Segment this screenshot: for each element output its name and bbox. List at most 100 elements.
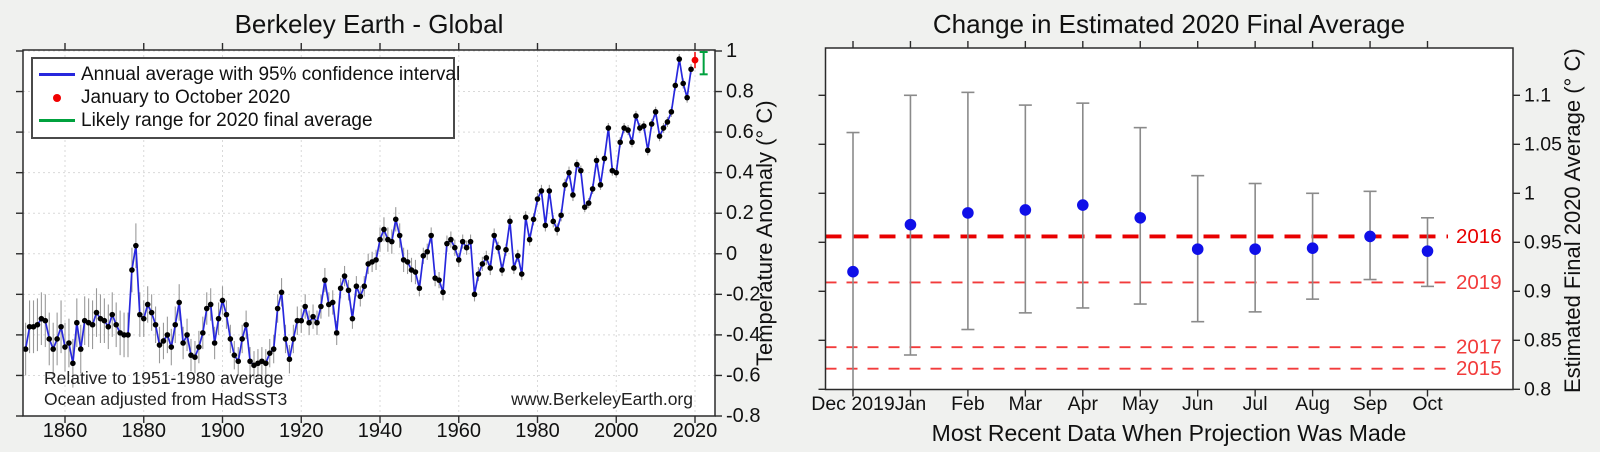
annual-data-point	[168, 344, 175, 350]
annual-data-point	[235, 358, 242, 365]
annual-data-point	[420, 253, 427, 259]
annual-data-point	[34, 321, 41, 328]
ocean-adjustment-note: Ocean adjusted from HadSST3	[44, 389, 288, 409]
annual-data-point	[172, 321, 179, 328]
annual-data-point	[424, 248, 431, 255]
annual-data-point	[270, 346, 277, 352]
annual-data-point	[538, 188, 545, 194]
annual-data-point	[688, 66, 694, 73]
annual-data-point	[542, 222, 549, 229]
2020-partial-point	[691, 56, 699, 64]
annual-data-point	[58, 323, 64, 330]
annual-data-point	[322, 277, 328, 283]
annual-data-point	[184, 332, 190, 338]
left-chart-title: Berkeley Earth - Global	[234, 9, 504, 39]
tick-label: 1940	[358, 420, 403, 442]
tick-label: Dec 2019	[811, 393, 894, 415]
legend-entry-likely-range: Likely range for 2020 final average	[33, 109, 453, 132]
projection-point	[1077, 199, 1089, 211]
tick-label: 0.95	[1524, 231, 1562, 253]
annual-data-point	[22, 346, 29, 352]
annual-data-point	[357, 293, 364, 300]
annual-data-point	[77, 346, 84, 352]
annual-data-point	[664, 119, 671, 125]
projection-point	[962, 207, 974, 219]
annual-data-point	[644, 147, 651, 154]
annual-data-point	[558, 212, 564, 219]
annual-data-point	[499, 267, 505, 273]
annual-data-point	[467, 238, 474, 245]
tick-label: Sep	[1353, 393, 1388, 415]
annual-data-point	[479, 261, 486, 267]
annual-data-point	[192, 354, 198, 360]
annual-data-point	[463, 244, 470, 251]
annual-data-point	[396, 232, 403, 239]
annual-data-point	[684, 94, 690, 101]
annual-data-point	[436, 277, 442, 283]
annual-data-point	[93, 309, 100, 316]
annual-data-point	[483, 255, 490, 261]
annual-data-point	[581, 204, 588, 210]
annual-data-point	[593, 157, 600, 164]
annual-data-point	[231, 352, 238, 358]
annual-data-point	[125, 332, 131, 338]
reference-line-label: 2019	[1456, 271, 1502, 294]
annual-data-point	[353, 283, 360, 290]
annual-data-point	[286, 356, 293, 363]
annual-data-point	[613, 169, 620, 176]
annual-data-point	[534, 196, 541, 202]
annual-data-point	[566, 169, 572, 176]
annual-data-point	[452, 244, 458, 251]
annual-data-point	[412, 269, 419, 275]
right-plot-frame	[824, 47, 1514, 391]
annual-data-point	[239, 336, 245, 342]
tick-label: 1860	[43, 420, 88, 442]
legend-entry-label: January to October 2020	[81, 86, 291, 108]
annual-data-point	[223, 311, 230, 318]
annual-data-point	[278, 289, 285, 296]
annual-data-point	[266, 350, 273, 356]
annual-data-point	[491, 232, 497, 239]
annual-data-point	[404, 259, 411, 265]
annual-data-point	[377, 236, 383, 243]
annual-data-point	[140, 315, 147, 322]
annual-data-point	[550, 218, 557, 225]
annual-data-point	[475, 271, 482, 277]
annual-data-point	[487, 265, 494, 271]
annual-data-point	[562, 182, 568, 188]
left-plot-frame	[22, 49, 716, 417]
annual-data-point	[518, 271, 525, 277]
annual-data-point	[554, 226, 560, 233]
website-watermark: www.BerkeleyEarth.org	[511, 389, 693, 409]
left-y-axis-label: Temperature Anomaly (° C)	[752, 100, 777, 366]
annual-data-point	[471, 291, 478, 298]
tick-label: -0.6	[726, 364, 760, 386]
annual-data-point	[448, 236, 454, 243]
annual-data-point	[361, 283, 368, 290]
annual-data-point	[389, 238, 395, 245]
baseline-note: Relative to 1951-1980 average	[44, 368, 284, 388]
annual-data-point	[156, 342, 163, 348]
legend-box: Annual average with 95% confidence inter…	[31, 57, 460, 139]
legend-entry-2020-partial: January to October 2020	[33, 86, 453, 109]
legend-entry-label: Annual average with 95% confidence inter…	[81, 63, 461, 85]
annual-data-point	[121, 332, 127, 338]
annual-data-point	[503, 246, 509, 253]
annual-data-point	[633, 113, 639, 119]
annual-data-point	[329, 299, 336, 306]
tick-label: 0.4	[726, 162, 754, 184]
annual-data-point	[203, 305, 210, 312]
annual-data-point	[617, 139, 623, 146]
annual-data-point	[215, 315, 222, 322]
annual-data-point	[176, 299, 182, 306]
reference-line-label: 2017	[1456, 336, 1502, 359]
annual-data-point	[428, 232, 434, 239]
tick-label: 0	[726, 243, 737, 265]
annual-data-point	[180, 340, 186, 346]
annual-data-point	[585, 200, 592, 206]
projection-point	[904, 218, 917, 231]
annual-data-point	[546, 188, 553, 194]
annual-data-point	[341, 273, 348, 279]
annual-data-point	[656, 133, 663, 139]
